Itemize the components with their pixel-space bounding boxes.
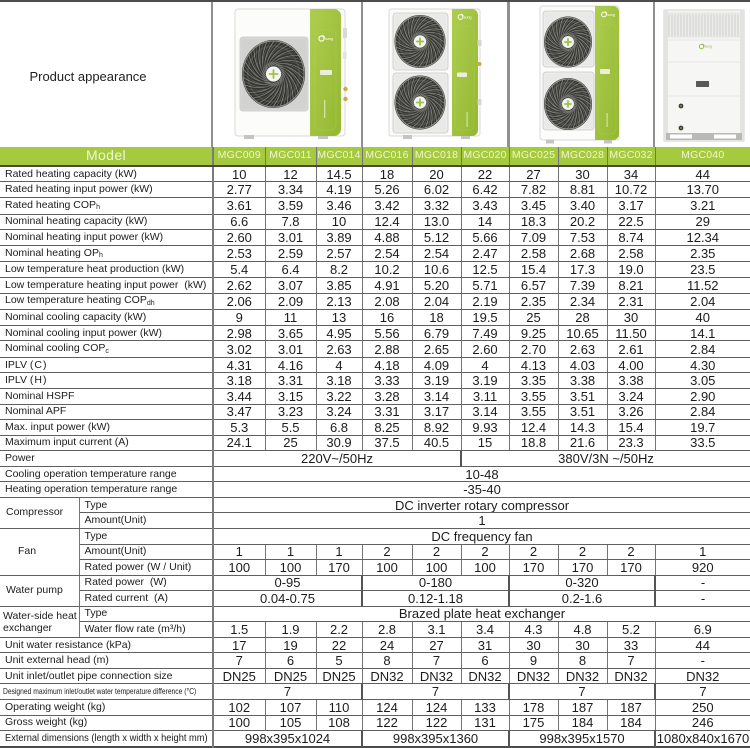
svg-text:sung: sung xyxy=(325,36,333,41)
svg-text:sung: sung xyxy=(607,13,615,17)
svg-text:sung: sung xyxy=(705,45,712,49)
svg-text:sung: sung xyxy=(464,15,472,19)
